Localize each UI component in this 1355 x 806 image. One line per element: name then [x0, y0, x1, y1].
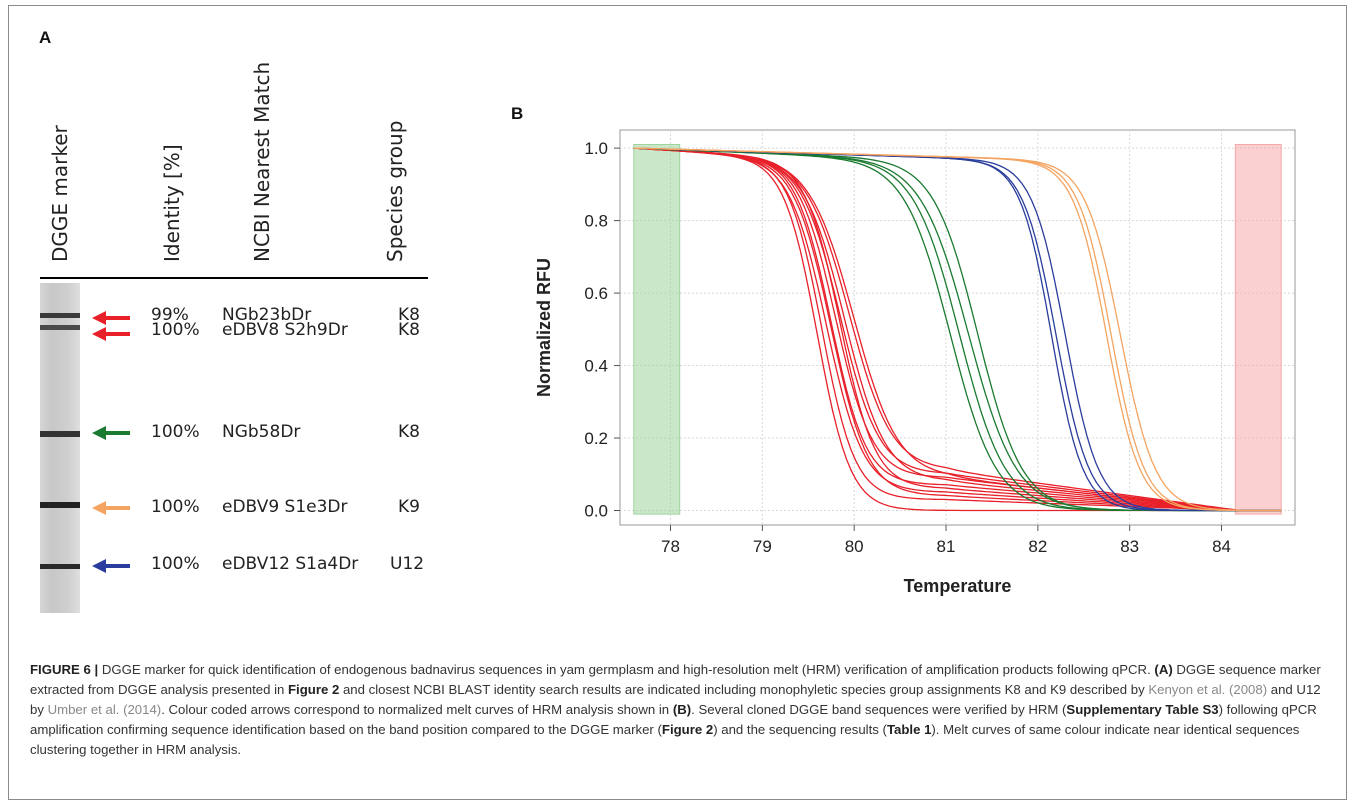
header-dgge-marker: DGGE marker: [48, 125, 72, 262]
caption-reference[interactable]: Umber et al. (2014): [47, 702, 162, 717]
row-ncbi-match: NGb58Dr: [222, 422, 301, 442]
row-ncbi-match: NGb23bDr: [222, 305, 312, 325]
gel-band: [40, 325, 80, 330]
caption-text: DGGE sequence marker extracted from DGGE…: [30, 662, 1321, 697]
caption-text: . Several cloned DGGE band sequences wer…: [691, 702, 1067, 717]
caption-bold: Supplementary Table S3: [1066, 702, 1219, 717]
caption-reference[interactable]: Kenyon et al. (2008): [1148, 682, 1268, 697]
gel-band: [40, 564, 80, 569]
x-tick-label: 80: [845, 537, 864, 556]
x-tick-label: 83: [1120, 537, 1139, 556]
row-ncbi-match: eDBV12 S1a4Dr: [222, 554, 359, 574]
row-species-group: K9: [398, 497, 420, 517]
caption-text: and closest NCBI BLAST identity search r…: [339, 682, 1149, 697]
row-species-group: K8: [398, 422, 420, 442]
y-tick-label: 1.0: [584, 139, 608, 158]
band-arrow-icon: [92, 327, 130, 341]
band-arrow-icon: [92, 501, 130, 515]
panel-a-letter: A: [39, 28, 52, 47]
caption-bold: Table 1: [886, 722, 932, 737]
caption-text: ) following qPCR amplification confirmin…: [30, 702, 1317, 737]
y-tick-label: 0.0: [584, 502, 608, 521]
shaded-region: [1234, 143, 1282, 515]
figure-caption: FIGURE 6 | DGGE marker for quick identif…: [30, 660, 1330, 760]
x-tick-label: 79: [753, 537, 772, 556]
row-species-group: K8: [398, 305, 420, 325]
row-identity: 100%: [151, 422, 200, 442]
x-axis-label: Temperature: [904, 576, 1012, 596]
row-species-group: U12: [390, 554, 425, 574]
row-species-group: K8: [398, 320, 420, 340]
caption-text: and U12 by: [30, 682, 1321, 717]
caption-text: ). Melt curves of same colour indicate n…: [30, 722, 1300, 757]
row-ncbi-match: eDBV9 S1e3Dr: [222, 497, 348, 517]
melt-curve: [633, 147, 1282, 512]
row-identity: 100%: [151, 554, 200, 574]
caption-bold: Figure 2: [661, 722, 714, 737]
melt-curve: [633, 147, 1282, 512]
header-identity: Identity [%]: [160, 144, 184, 262]
row-identity: 99%: [151, 305, 189, 325]
gel-band: [40, 502, 80, 508]
band-arrow-icon: [92, 559, 130, 573]
y-tick-label: 0.6: [584, 284, 608, 303]
shaded-region: [633, 143, 681, 515]
caption-text: . Colour coded arrows correspond to norm…: [161, 702, 673, 717]
caption-text: ) and the sequencing results (: [713, 722, 887, 737]
gel-band: [40, 431, 80, 437]
row-ncbi-match: eDBV8 S2h9Dr: [222, 320, 348, 340]
gel-band: [40, 313, 80, 318]
caption-figure-label: FIGURE 6 |: [30, 662, 99, 677]
x-tick-label: 82: [1028, 537, 1047, 556]
caption-text: DGGE marker for quick identification of …: [98, 662, 1155, 677]
band-arrow-icon: [92, 311, 130, 325]
caption-bold: (A): [1154, 662, 1173, 677]
x-tick-label: 84: [1212, 537, 1231, 556]
y-tick-label: 0.4: [584, 357, 608, 376]
x-tick-label: 81: [937, 537, 956, 556]
header-species-group: Species group: [383, 120, 407, 262]
y-tick-label: 0.2: [584, 429, 608, 448]
caption-bold: (B): [672, 702, 692, 717]
row-identity: 100%: [151, 497, 200, 517]
x-tick-label: 78: [661, 537, 680, 556]
row-identity: 100%: [151, 320, 200, 340]
band-arrow-icon: [92, 426, 130, 440]
header-ncbi-match: NCBI Nearest Match: [250, 61, 274, 262]
y-axis-label: Normalized RFU: [534, 258, 554, 397]
caption-bold: Figure 2: [288, 682, 340, 697]
header-rule: [40, 277, 428, 279]
dgge-gel-lane: [40, 283, 80, 613]
y-tick-label: 0.8: [584, 212, 608, 231]
panel-b-letter: B: [511, 104, 524, 123]
hrm-melt-chart: 78 79 80 81 82 83 84 0.0 0.2 0.4 0.6 0.8 1.0 Temperat…: [534, 129, 1296, 596]
